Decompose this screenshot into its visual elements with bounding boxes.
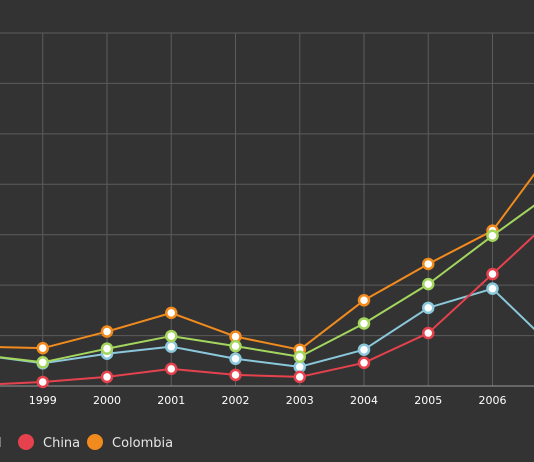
data-point[interactable] [229,352,242,366]
data-point[interactable] [165,362,178,376]
data-point[interactable] [486,267,499,281]
x-tick-label: 1999 [29,394,57,407]
legend-item[interactable]: China [18,434,80,451]
data-point[interactable] [357,317,371,330]
series-group [0,234,534,389]
legend-marker [87,434,103,450]
series-group [0,204,534,369]
data-point[interactable] [422,326,435,340]
data-point[interactable] [293,350,306,364]
data-point[interactable] [293,370,306,384]
data-point[interactable] [165,306,178,320]
data-point[interactable] [422,301,435,315]
data-point[interactable] [165,340,178,353]
series-line [0,287,534,368]
legend-marker [18,434,34,450]
data-point[interactable] [486,229,499,242]
legend: l China Colombia [0,434,173,451]
data-point[interactable] [100,342,114,355]
legend-label: China [43,436,80,451]
data-point[interactable] [165,329,178,343]
series-group [0,282,534,374]
x-tick-label: 2001 [157,394,185,407]
data-point[interactable] [357,356,371,370]
series-group [0,172,534,356]
series-line [0,234,534,385]
legend-label: l [0,436,2,451]
x-tick-label: 2004 [350,394,378,407]
x-tick-label: 2000 [93,394,121,407]
x-tick-label: 2003 [286,394,314,407]
data-point[interactable] [229,368,242,382]
data-point[interactable] [486,282,499,295]
series-line [0,172,534,351]
series-line [0,204,534,364]
grid [0,32,534,387]
data-point[interactable] [422,257,435,271]
x-tick-label: 2005 [414,394,442,407]
data-point[interactable] [293,360,306,374]
legend-label: Colombia [112,436,173,451]
data-point[interactable] [36,341,49,355]
data-point[interactable] [100,325,114,338]
legend-item[interactable]: l [0,436,2,451]
data-point[interactable] [36,375,49,389]
x-tick-label: 2002 [222,394,250,407]
data-point[interactable] [100,370,114,384]
legend-item[interactable]: Colombia [87,434,173,451]
data-point[interactable] [229,339,242,353]
data-point[interactable] [422,277,435,291]
data-point[interactable] [357,343,371,356]
series-lines [0,172,534,389]
data-point[interactable] [36,356,49,369]
x-axis: 1999 2000 2001 2002 2003 2004 2005 2006 [0,385,534,407]
data-point[interactable] [357,294,371,307]
x-tick-label: 2006 [479,394,507,407]
